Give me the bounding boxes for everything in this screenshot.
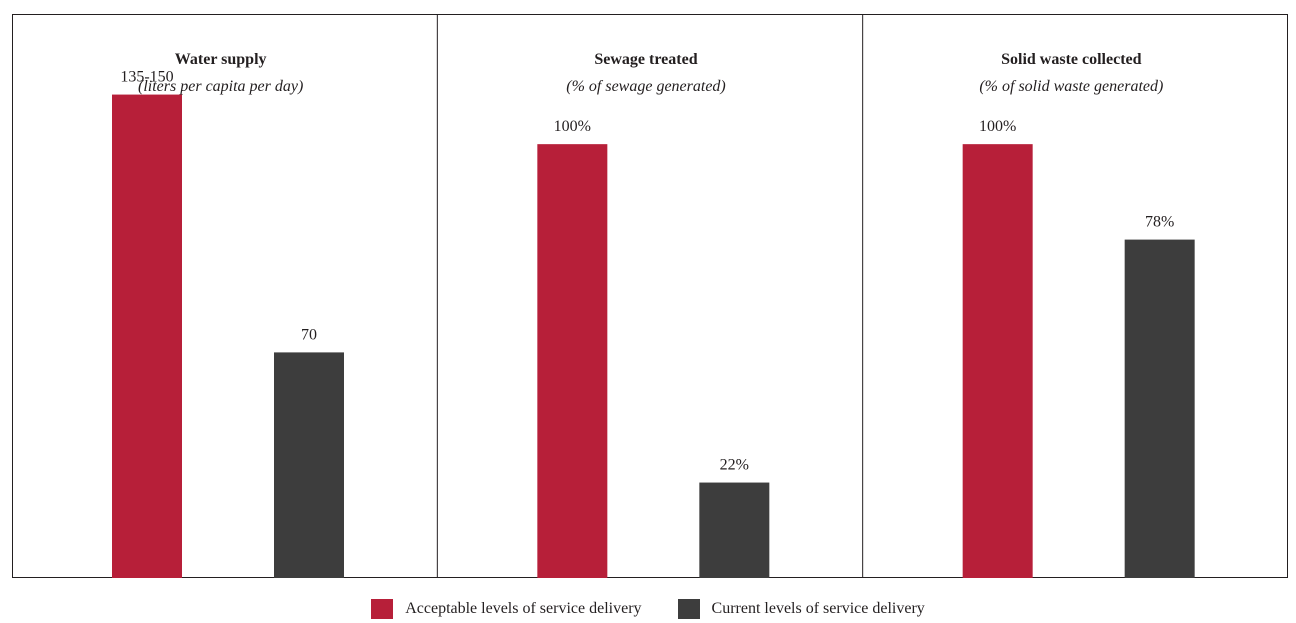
panel-title: Water supply xyxy=(175,51,267,68)
bar-value-label: 70 xyxy=(301,326,317,343)
bar-current xyxy=(699,482,770,578)
bar-value-label: 100% xyxy=(979,118,1016,135)
bar-acceptable xyxy=(962,144,1033,578)
panel-subtitle: (liters per capita per day) xyxy=(138,78,303,95)
bar-current xyxy=(1124,239,1195,578)
bar-value-label: 22% xyxy=(720,457,749,474)
chart-border xyxy=(12,14,1288,578)
panel-subtitle: (% of sewage generated) xyxy=(566,78,726,95)
chart-svg: Water supply(liters per capita per day)1… xyxy=(12,14,1288,578)
chart-frame: Water supply (liters per capita per day) 1… xyxy=(12,14,1288,578)
legend-swatch-acceptable xyxy=(371,599,394,619)
legend-label-current: Current levels of service delivery xyxy=(711,600,925,617)
bar-current xyxy=(274,352,344,578)
bar-acceptable xyxy=(112,94,182,578)
bar-value-label: 100% xyxy=(554,118,591,135)
panel-subtitle: (% of solid waste generated) xyxy=(979,78,1163,95)
legend: Acceptable levels of service delivery Cu… xyxy=(0,598,1296,620)
bar-acceptable xyxy=(537,144,608,578)
legend-label-acceptable: Acceptable levels of service delivery xyxy=(405,600,642,617)
legend-item-acceptable: Acceptable levels of service delivery xyxy=(371,599,642,619)
panel-title: Solid waste collected xyxy=(1001,51,1142,68)
bar-value-label: 135-150 xyxy=(120,69,173,86)
panel-title: Sewage treated xyxy=(594,51,697,68)
legend-swatch-current xyxy=(677,599,700,619)
legend-item-current: Current levels of service delivery xyxy=(677,599,925,619)
bar-value-label: 78% xyxy=(1145,214,1174,231)
